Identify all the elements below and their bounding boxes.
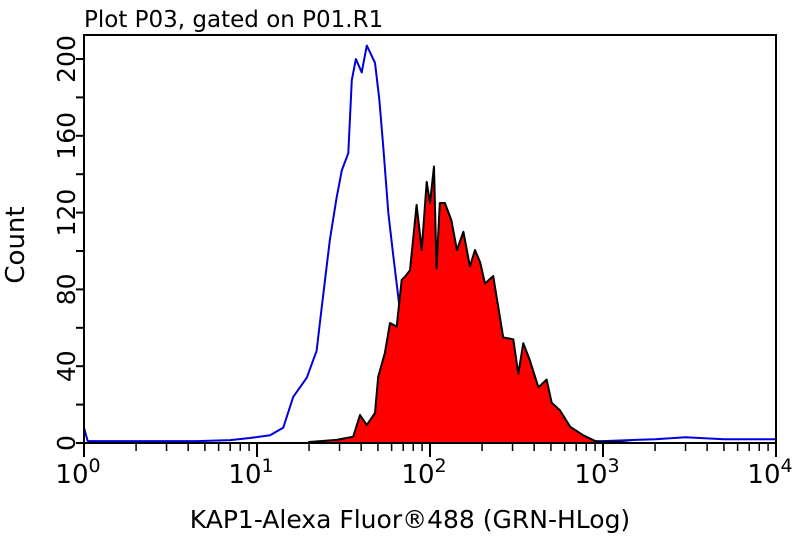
y-tick-label: 200 xyxy=(52,35,81,83)
y-tick-label: 40 xyxy=(52,350,81,382)
x-axis-label: KAP1-Alexa Fluor®488 (GRN-HLog) xyxy=(190,505,630,534)
x-tick-label: 103 xyxy=(574,455,619,490)
x-tick-label: 100 xyxy=(55,455,100,490)
y-axis-label: Count xyxy=(1,206,31,283)
x-tick-label: 102 xyxy=(401,455,446,490)
chart-title: Plot P03, gated on P01.R1 xyxy=(84,7,383,33)
y-tick-label: 120 xyxy=(52,189,81,237)
x-tick-label: 101 xyxy=(228,455,273,490)
x-tick-label: 104 xyxy=(747,455,792,490)
y-tick-label: 0 xyxy=(52,435,81,451)
y-tick-label: 160 xyxy=(52,112,81,160)
series-1-filled-histogram xyxy=(308,165,635,444)
y-tick-label: 80 xyxy=(52,273,81,305)
